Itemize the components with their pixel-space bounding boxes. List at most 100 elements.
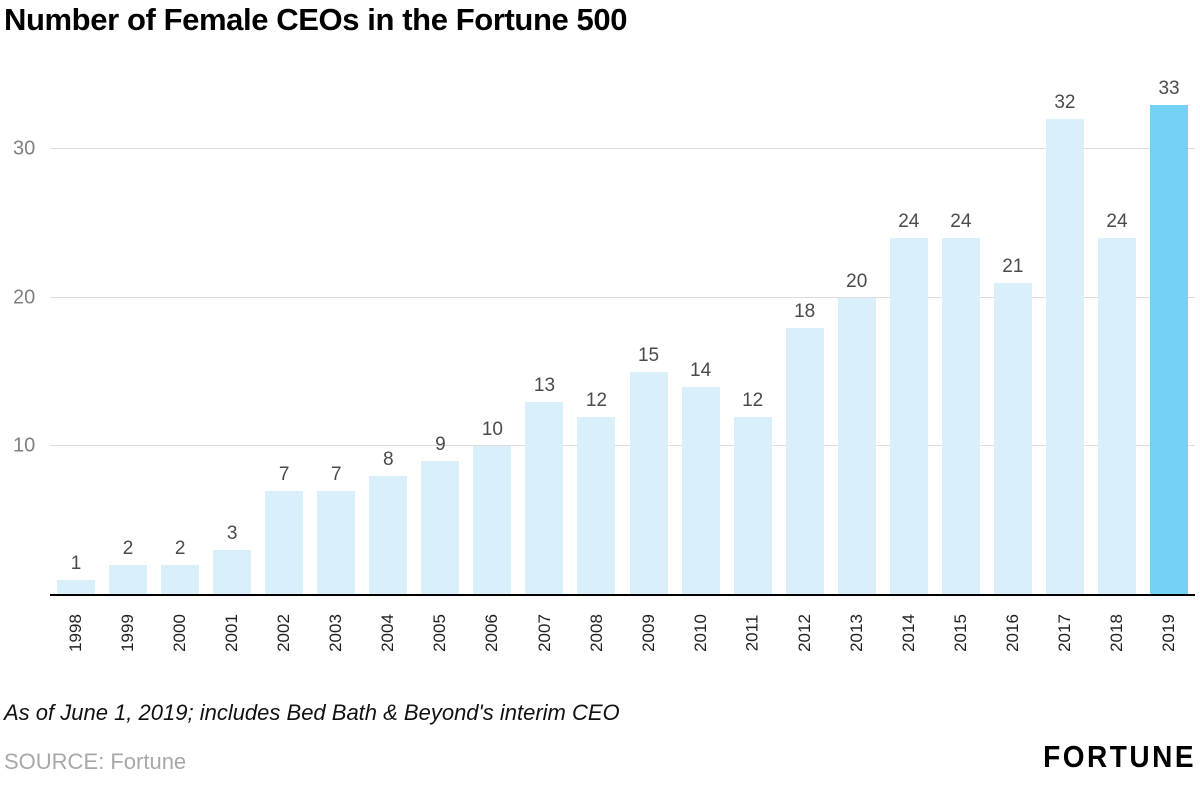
bar-column: 14 <box>675 60 727 595</box>
bar-value-label: 18 <box>794 300 816 322</box>
bar-value-label: 14 <box>690 359 712 381</box>
x-tick-label: 2005 <box>430 614 450 652</box>
bar-column: 10 <box>466 60 518 595</box>
bar <box>213 550 252 595</box>
x-tick-label: 2003 <box>326 614 346 652</box>
x-axis-line <box>50 594 1195 596</box>
x-tick: 1998 <box>50 600 102 666</box>
y-tick-label: 20 <box>13 286 36 309</box>
bar-value-label: 7 <box>278 463 290 485</box>
x-tick-label: 2008 <box>586 614 606 652</box>
bar <box>837 297 876 595</box>
x-tick: 2017 <box>1039 600 1091 666</box>
x-tick: 2008 <box>570 600 622 666</box>
bar-value-label: 24 <box>1106 211 1128 233</box>
bar <box>109 565 148 595</box>
bar-column: 24 <box>935 60 987 595</box>
x-tick: 2010 <box>675 600 727 666</box>
bar <box>889 238 928 595</box>
x-tick-label: 2006 <box>482 614 502 652</box>
bars-container: 1 2 2 3 7 7 8 9 10 13 12 15 14 12 18 20 24 24 21 32 24 33 <box>50 60 1195 595</box>
plot-area: 1 2 2 3 7 7 8 9 10 13 12 15 14 12 18 20 24 24 21 32 24 33 10 2… <box>13 60 1195 596</box>
x-tick: 2014 <box>883 600 935 666</box>
bar <box>421 461 460 595</box>
bar-value-label: 12 <box>742 389 764 411</box>
bar-column: 9 <box>414 60 466 595</box>
bar-value-label: 21 <box>1002 255 1024 277</box>
x-tick: 1999 <box>102 600 154 666</box>
x-tick: 2012 <box>779 600 831 666</box>
x-tick: 2002 <box>258 600 310 666</box>
bar <box>161 565 200 595</box>
x-tick-label: 2010 <box>690 614 710 652</box>
bar <box>473 446 512 595</box>
bar-value-label: 9 <box>435 434 446 456</box>
bar-column: 8 <box>362 60 414 595</box>
x-tick-label: 2016 <box>1002 614 1022 652</box>
bar-column: 13 <box>518 60 570 595</box>
bar-value-label: 12 <box>585 389 608 411</box>
x-tick: 2003 <box>310 600 362 666</box>
bar-value-label: 24 <box>898 211 920 233</box>
bar-column: 21 <box>987 60 1039 595</box>
x-tick-label: 2018 <box>1106 614 1126 652</box>
fortune-logo: FORTUNE <box>1043 740 1196 774</box>
x-tick: 2000 <box>154 600 206 666</box>
bar-column: 20 <box>831 60 883 595</box>
x-tick-label: 2007 <box>534 614 554 652</box>
bar-value-label: 8 <box>383 449 394 471</box>
x-tick: 2011 <box>727 600 779 666</box>
x-tick-label: 1999 <box>118 614 138 652</box>
x-tick-label: 1998 <box>66 614 86 652</box>
bar-column: 33 <box>1143 60 1195 595</box>
bar-value-label: 7 <box>330 463 342 485</box>
bar-value-label: 10 <box>481 419 503 441</box>
bar-value-label: 1 <box>70 553 82 575</box>
bar-value-label: 2 <box>122 538 134 560</box>
bar <box>941 238 980 595</box>
bar-value-label: 15 <box>637 345 660 367</box>
x-tick: 2016 <box>987 600 1039 666</box>
x-axis-labels: 1998 1999 2000 2001 2002 2003 2004 2005 2006 2007… <box>50 600 1195 666</box>
x-tick: 2013 <box>831 600 883 666</box>
x-tick-label: 2015 <box>950 614 970 652</box>
bar <box>525 401 564 595</box>
x-tick-label: 2002 <box>274 614 294 652</box>
x-tick-label: 2014 <box>898 614 918 652</box>
gridline <box>50 148 1195 150</box>
bar <box>1150 104 1188 595</box>
bar-value-label: 2 <box>174 538 186 560</box>
bar-column: 7 <box>258 60 310 595</box>
bar-column: 7 <box>310 60 362 595</box>
x-tick: 2009 <box>623 600 675 666</box>
bar-column: 12 <box>570 60 622 595</box>
bar-column: 3 <box>206 60 258 595</box>
bar <box>57 580 96 595</box>
bar-column: 32 <box>1039 60 1091 595</box>
bar <box>785 327 824 595</box>
x-tick: 2018 <box>1091 600 1143 666</box>
bar <box>1045 119 1084 595</box>
bar <box>993 282 1032 595</box>
bar-column: 2 <box>154 60 206 595</box>
x-tick-label: 2013 <box>846 614 866 652</box>
bar-column: 18 <box>779 60 831 595</box>
bar-column: 24 <box>1091 60 1143 595</box>
bar-value-label: 13 <box>533 374 556 396</box>
bar <box>1097 238 1136 595</box>
x-tick: 2019 <box>1143 600 1195 666</box>
bar-column: 15 <box>623 60 675 595</box>
x-tick-label: 2001 <box>222 614 242 652</box>
bar-column: 12 <box>727 60 779 595</box>
bar-column: 2 <box>102 60 154 595</box>
x-tick: 2006 <box>466 600 518 666</box>
chart-title: Number of Female CEOs in the Fortune 500 <box>4 2 628 37</box>
bar-value-label: 24 <box>950 211 972 233</box>
bar-column: 24 <box>883 60 935 595</box>
bar <box>629 372 668 595</box>
source-label: SOURCE: Fortune <box>4 749 187 774</box>
bar <box>317 490 356 595</box>
bar-column: 1 <box>50 60 102 595</box>
x-tick-label: 2000 <box>170 614 190 652</box>
